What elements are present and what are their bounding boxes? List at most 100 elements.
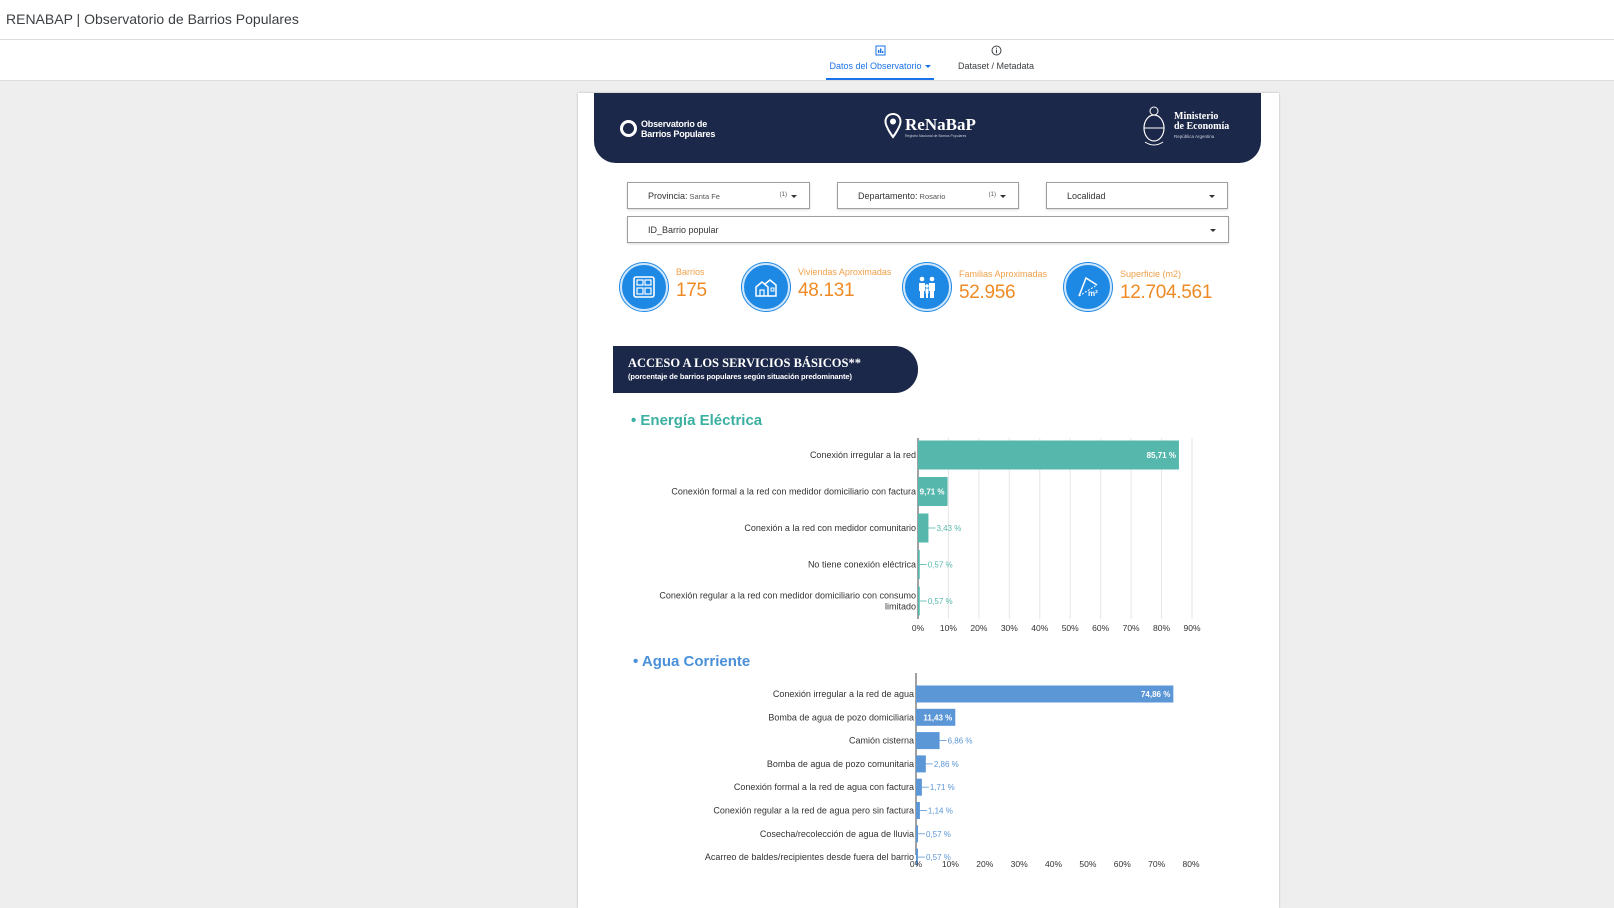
barrio-popular-filter[interactable]: ID_Barrio popular <box>627 216 1229 243</box>
x-tick-label: 0% <box>910 859 923 869</box>
chevron-down-icon <box>1000 195 1006 198</box>
departamento-filter-value: Rosario <box>919 192 946 201</box>
ministerio-line1: Ministerio <box>1174 111 1219 122</box>
data-label: 0,57 % <box>926 830 951 839</box>
bar <box>916 825 918 843</box>
x-tick-label: 10% <box>942 859 959 869</box>
data-label: 85,71 % <box>1147 451 1176 460</box>
report-page: Observatorio de Barrios Populares ReNaBa… <box>578 93 1279 908</box>
data-label: 0,57 % <box>928 597 953 606</box>
x-tick-label: 20% <box>976 859 993 869</box>
bar <box>918 477 948 506</box>
tab-datos-label: Datos del Observatorio <box>829 61 922 71</box>
bar <box>916 802 920 819</box>
tab-dataset-metadata[interactable]: Dataset / Metadata <box>953 45 1039 80</box>
app-title: RENABAP | Observatorio de Barrios Popula… <box>6 11 299 27</box>
tab-dataset-label: Dataset / Metadata <box>957 61 1035 71</box>
localidad-filter-label: Localidad <box>1067 191 1106 201</box>
x-tick-label: 80% <box>1153 623 1170 633</box>
observatorio-line1: Observatorio de <box>641 119 708 129</box>
section-subtitle: (porcentaje de barrios populares según s… <box>628 372 852 381</box>
area-m2-icon: m² <box>1064 263 1112 311</box>
bar <box>916 732 940 750</box>
renabap-subtitle: Registro Nacional de Barrios Populares <box>905 134 967 138</box>
bar <box>918 586 920 616</box>
category-label: Conexión formal a la red de agua con fac… <box>734 782 914 792</box>
departamento-filter-count: (1) <box>988 192 996 198</box>
data-label: 9,71 % <box>920 488 945 497</box>
x-tick-label: 70% <box>1148 859 1165 869</box>
houses-icon <box>742 263 790 311</box>
location-pin-icon <box>884 113 902 139</box>
x-tick-label: 60% <box>1092 623 1109 633</box>
observatorio-logo: Observatorio de Barrios Populares <box>620 118 730 140</box>
category-label: Camión cisterna <box>849 736 914 746</box>
barrio-filter-label: ID_Barrio popular <box>648 225 719 235</box>
localidad-filter[interactable]: Localidad <box>1046 182 1228 209</box>
renabap-name: ReNaBaP <box>905 115 976 134</box>
tab-datos-del-observatorio[interactable]: Datos del Observatorio <box>826 45 934 80</box>
energia-chart-title: • Energía Eléctrica <box>631 412 763 429</box>
data-label: 2,86 % <box>934 760 959 769</box>
observatorio-ring-icon <box>620 120 637 137</box>
chevron-down-icon <box>1210 229 1216 232</box>
report-icon <box>826 45 934 58</box>
departamento-filter[interactable]: Departamento: Rosario (1) <box>837 182 1019 209</box>
x-tick-label: 0% <box>912 623 925 633</box>
x-tick-label: 50% <box>1062 623 1079 633</box>
x-tick-label: 20% <box>970 623 987 633</box>
chevron-down-icon <box>1209 195 1215 198</box>
bar <box>916 685 1174 703</box>
provincia-filter[interactable]: Provincia: Santa Fe (1) <box>627 182 810 209</box>
category-label: Conexión regular a la red de agua pero s… <box>713 806 914 816</box>
map-grid-icon <box>620 263 668 311</box>
x-tick-label: 50% <box>1079 859 1096 869</box>
x-tick-label: 30% <box>1011 859 1028 869</box>
report-banner: Observatorio de Barrios Populares ReNaBa… <box>594 93 1261 163</box>
x-tick-label: 80% <box>1182 859 1199 869</box>
category-label: Cosecha/recolección de agua de lluvia <box>760 829 914 839</box>
data-label: 0,57 % <box>928 561 953 570</box>
svg-text:m²: m² <box>1088 289 1098 298</box>
data-label: 6,86 % <box>948 737 973 746</box>
category-label: Acarreo de baldes/recipientes desde fuer… <box>705 852 914 862</box>
agua-chart-title: • Agua Corriente <box>633 653 751 670</box>
section-title: ACCESO A LOS SERVICIOS BÁSICOS** <box>628 356 861 370</box>
bar <box>918 513 929 543</box>
kpi-barrios-label: Barrios <box>676 267 705 277</box>
x-tick-label: 30% <box>1001 623 1018 633</box>
chevron-down-icon <box>791 195 797 198</box>
ministerio-line2: de Economía <box>1174 121 1230 132</box>
category-label: Conexión irregular a la red de agua <box>773 689 914 699</box>
servicios-basicos-header: ACCESO A LOS SERVICIOS BÁSICOS** (porcen… <box>613 346 918 393</box>
category-label: Conexión regular a la red con medidor do… <box>659 591 916 612</box>
info-icon <box>953 45 1039 58</box>
x-tick-label: 40% <box>1031 623 1048 633</box>
family-icon <box>903 263 951 311</box>
x-tick-label: 90% <box>1183 623 1200 633</box>
kpi-viviendas-label: Viviendas Aproximadas <box>798 267 892 277</box>
ministerio-subtitle: República Argentina <box>1174 134 1215 139</box>
category-label: Bomba de agua de pozo comunitaria <box>767 759 914 769</box>
data-label: 0,57 % <box>926 853 951 862</box>
bar <box>916 778 922 796</box>
category-label: Conexión a la red con medidor comunitari… <box>744 523 916 533</box>
kpi-superficie: m² Superficie (m2) 12.704.561 <box>1064 263 1214 313</box>
kpi-viviendas-value: 48.131 <box>798 280 855 301</box>
category-label: Conexión formal a la red con medidor dom… <box>671 487 916 497</box>
kpi-familias-value: 52.956 <box>959 282 1016 303</box>
kpi-barrios: Barrios 175 <box>620 263 730 313</box>
data-label: 11,43 % <box>923 713 952 722</box>
provincia-filter-count: (1) <box>779 192 787 198</box>
data-label: 1,71 % <box>930 783 955 792</box>
x-tick-label: 10% <box>940 623 957 633</box>
coat-of-arms-icon <box>1143 106 1165 146</box>
kpi-familias-label: Familias Aproximadas <box>959 269 1048 279</box>
data-label: 1,14 % <box>928 807 953 816</box>
bar <box>916 848 918 866</box>
app-header: RENABAP | Observatorio de Barrios Popula… <box>0 0 1614 40</box>
agua-corriente-chart: Conexión irregular a la red de agua 74,86… <box>705 673 1200 869</box>
bar <box>918 440 1179 470</box>
kpi-viviendas: Viviendas Aproximadas 48.131 <box>742 263 892 313</box>
observatorio-line2: Barrios Populares <box>641 129 716 139</box>
